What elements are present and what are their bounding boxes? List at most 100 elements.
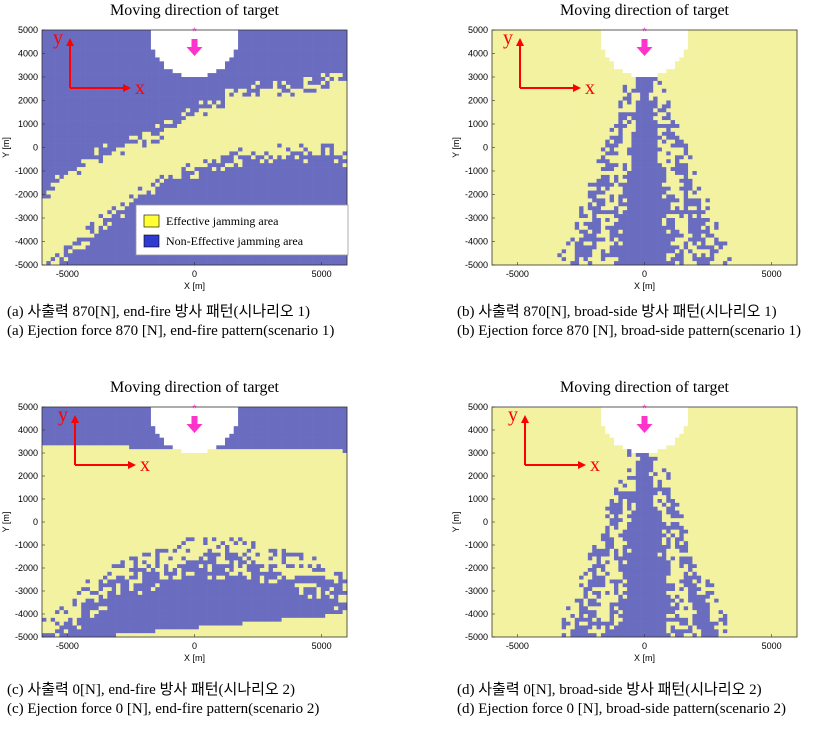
heatmap-cell — [55, 101, 60, 105]
heatmap-cell — [247, 108, 252, 112]
heatmap-cell — [116, 187, 121, 191]
heatmap-cell — [277, 108, 282, 112]
heatmap-cell — [208, 116, 213, 120]
heatmap-cell — [112, 89, 117, 93]
heatmap-cell — [238, 198, 243, 202]
heatmap-cell — [129, 116, 134, 120]
heatmap-cell — [77, 73, 82, 77]
heatmap-cell — [142, 132, 147, 136]
heatmap-cell — [290, 85, 295, 89]
heatmap-cell — [203, 163, 208, 167]
heatmap-cell — [256, 136, 261, 140]
heatmap-cell — [308, 159, 313, 163]
heatmap-cell — [46, 104, 51, 108]
heatmap-cell — [112, 120, 117, 124]
heatmap-cell — [225, 61, 230, 65]
heatmap-cell — [531, 183, 536, 187]
heatmap-cell — [147, 191, 152, 195]
heatmap-cell — [234, 140, 239, 144]
heatmap-cell — [251, 179, 256, 183]
heatmap-cell — [173, 73, 178, 77]
heatmap-cell — [138, 65, 143, 69]
heatmap-cell — [229, 191, 234, 195]
heatmap-cell — [195, 108, 200, 112]
heatmap-cell — [269, 46, 274, 50]
heatmap-cell — [330, 183, 335, 187]
heatmap-cell — [186, 89, 191, 93]
heatmap-cell — [173, 171, 178, 175]
heatmap-cell — [164, 163, 169, 167]
heatmap-cell — [55, 132, 60, 136]
heatmap-cell — [125, 238, 130, 242]
heatmap-cell — [186, 198, 191, 202]
heatmap-cell — [229, 34, 234, 38]
heatmap-cell — [103, 30, 108, 34]
heatmap-cell — [181, 42, 186, 46]
heatmap-cell — [164, 73, 169, 77]
heatmap-cell — [325, 179, 330, 183]
heatmap-cell — [186, 93, 191, 97]
heatmap-cell — [129, 238, 134, 242]
heatmap-cell — [317, 42, 322, 46]
heatmap-cell — [260, 89, 265, 93]
heatmap-cell — [81, 89, 86, 93]
heatmap-cell — [282, 116, 287, 120]
heatmap-cell — [160, 97, 165, 101]
heatmap-cell — [212, 73, 217, 77]
heatmap-cell — [90, 136, 95, 140]
heatmap-cell — [216, 151, 221, 155]
y-direction-label: y — [53, 27, 63, 49]
heatmap-cell — [99, 210, 104, 214]
heatmap-cell — [94, 124, 99, 128]
heatmap-cell — [225, 148, 230, 152]
heatmap-cell — [264, 50, 269, 54]
heatmap-cell — [203, 198, 208, 202]
heatmap-cell — [505, 148, 510, 152]
heatmap-cell — [251, 69, 256, 73]
heatmap-cell — [116, 151, 121, 155]
heatmap-cell — [99, 65, 104, 69]
heatmap-cell — [338, 140, 343, 144]
heatmap-cell — [518, 179, 523, 183]
heatmap-cell — [173, 54, 178, 58]
heatmap-cell — [77, 159, 82, 163]
heatmap-cell — [505, 163, 510, 167]
heatmap-cell — [496, 187, 501, 191]
heatmap-cell — [492, 69, 497, 73]
heatmap-cell — [177, 195, 182, 199]
heatmap-cell — [277, 198, 282, 202]
heatmap-cell — [81, 183, 86, 187]
heatmap-cell — [64, 61, 69, 65]
heatmap-cell — [190, 155, 195, 159]
heatmap-cell — [112, 155, 117, 159]
heatmap-cell — [90, 132, 95, 136]
heatmap-cell — [234, 167, 239, 171]
heatmap-cell — [51, 89, 56, 93]
heatmap-cell — [199, 120, 204, 124]
heatmap-cell — [212, 77, 217, 81]
heatmap-cell — [256, 183, 261, 187]
heatmap-cell — [186, 65, 191, 69]
heatmap-cell — [59, 253, 64, 257]
heatmap-cell — [186, 124, 191, 128]
heatmap-cell — [496, 179, 501, 183]
heatmap-cell — [151, 171, 156, 175]
heatmap-cell — [203, 89, 208, 93]
heatmap-cell — [334, 124, 339, 128]
heatmap-cell — [286, 89, 291, 93]
heatmap-cell — [492, 85, 497, 89]
heatmap-cell — [234, 34, 239, 38]
heatmap-cell — [212, 183, 217, 187]
heatmap-cell — [321, 187, 326, 191]
heatmap-cell — [164, 112, 169, 116]
heatmap-cell — [260, 257, 265, 261]
heatmap-cell — [64, 65, 69, 69]
heatmap-cell — [277, 46, 282, 50]
heatmap-cell — [308, 104, 313, 108]
heatmap-cell — [514, 245, 519, 249]
heatmap-cell — [256, 85, 261, 89]
heatmap-cell — [501, 120, 506, 124]
heatmap-cell — [501, 93, 506, 97]
heatmap-cell — [86, 112, 91, 116]
heatmap-cell — [523, 214, 528, 218]
